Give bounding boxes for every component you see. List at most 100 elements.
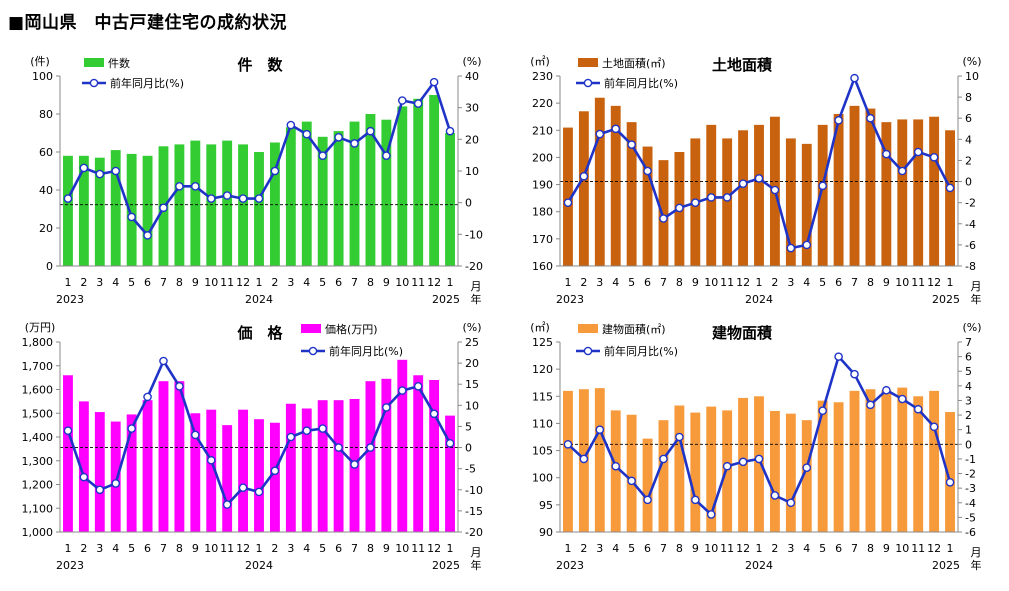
y2-tick-label: -6 — [965, 239, 976, 252]
legend-line-label: 前年同月比(%) — [110, 76, 184, 90]
y2-tick-label: -1 — [965, 453, 976, 466]
bar — [722, 138, 733, 266]
yoy-point — [643, 166, 652, 176]
bar — [365, 114, 376, 266]
chart-listings-count: 0 20 40 60 80 100 -20 -10 0 10 20 30 40 (件) (%) 1 2 3 4 5 6 7… — [4, 50, 504, 325]
yoy-point — [563, 198, 573, 207]
bar — [945, 130, 955, 266]
chart-title: 件 数 — [237, 56, 283, 74]
yoy-point — [866, 113, 875, 123]
x-tick-label: 5 — [319, 542, 326, 555]
yoy-point — [429, 409, 439, 419]
x-tick-label: 7 — [160, 276, 167, 289]
bar — [594, 388, 605, 532]
yoy-point — [866, 400, 875, 410]
yoy-point — [143, 231, 152, 240]
yoy-point — [675, 432, 684, 442]
yoy-point — [127, 424, 136, 433]
x-tick-label: 4 — [612, 542, 619, 555]
y-tick-label: 1,300 — [22, 455, 54, 468]
y-tick-label: 1,100 — [22, 502, 54, 515]
yoy-point — [738, 457, 748, 467]
bar — [849, 390, 860, 532]
y-tick-label: 210 — [532, 124, 553, 137]
yoy-point — [691, 495, 700, 505]
x-tick-label: 5 — [128, 276, 135, 289]
legend-bar-swatch — [578, 58, 598, 67]
x-tick-label: 6 — [644, 276, 651, 289]
yoy-point — [350, 139, 359, 148]
yoy-point — [79, 472, 89, 482]
x-unit-year: 年 — [971, 292, 982, 306]
x-tick-label: 5 — [819, 276, 826, 289]
x-tick-label: 8 — [367, 542, 374, 555]
year-label: 2023 — [56, 293, 84, 306]
yoy-point — [382, 403, 391, 412]
chart-svg: 9095100105110115120125-6-5-4-3-2-1012345… — [530, 321, 982, 572]
x-tick-label: 5 — [628, 542, 635, 555]
bar — [317, 400, 328, 532]
x-unit-year: 年 — [971, 558, 982, 572]
y-tick-label: 115 — [532, 390, 553, 403]
bar — [381, 119, 392, 266]
y2-tick-label: 10 — [465, 399, 479, 412]
yoy-point — [897, 394, 907, 404]
x-tick-label: 3 — [96, 276, 103, 289]
bar — [126, 414, 137, 532]
y-tick-label: 160 — [532, 260, 553, 273]
y2-tick-label: -8 — [965, 260, 976, 273]
x-tick-label: 7 — [851, 276, 858, 289]
y2-tick-label: -10 — [465, 484, 483, 497]
year-label: 2025 — [432, 293, 460, 306]
y-tick-label: 95 — [539, 499, 553, 512]
yoy-point — [222, 191, 232, 200]
x-tick-label: 4 — [112, 542, 119, 555]
bar — [754, 124, 764, 266]
y2-axis-unit: (%) — [962, 55, 981, 68]
y-tick-label: 60 — [39, 146, 53, 159]
x-tick-label: 6 — [835, 542, 842, 555]
bar — [785, 413, 796, 532]
x-tick-label: 5 — [319, 276, 326, 289]
yoy-point — [786, 243, 796, 253]
bar — [126, 153, 137, 266]
x-tick-label: 1 — [564, 276, 571, 289]
y2-tick-label: 5 — [465, 420, 472, 433]
chart-title: 土地面積 — [712, 56, 773, 74]
year-label: 2024 — [245, 293, 273, 306]
yoy-point — [897, 166, 907, 176]
x-tick-label: 10 — [704, 276, 718, 289]
yoy-point — [159, 356, 168, 366]
bar — [301, 121, 312, 266]
x-tick-label: 9 — [883, 542, 890, 555]
y2-tick-label: 0 — [965, 176, 972, 189]
bar — [658, 420, 669, 532]
bar — [754, 396, 764, 532]
yoy-point — [770, 185, 780, 195]
legend-bar-swatch — [84, 58, 104, 67]
y-tick-label: 20 — [39, 222, 53, 235]
chart-land-area: 160 170 180 190 200 210 220 230 -8 -6 -4 -2 0 2 4 6 8 10(… — [504, 50, 1004, 325]
y2-tick-label: -2 — [965, 468, 976, 481]
y2-tick-label: 1 — [965, 424, 972, 437]
bar — [913, 396, 924, 532]
y2-tick-label: -20 — [465, 526, 483, 539]
legend-line-label: 前年同月比(%) — [604, 344, 678, 358]
yoy-point — [850, 369, 859, 379]
yoy-point — [563, 440, 573, 449]
x-tick-label: 12 — [427, 276, 441, 289]
bar — [238, 144, 249, 266]
x-tick-label: 8 — [367, 276, 374, 289]
y2-tick-label: 20 — [465, 133, 479, 146]
yoy-point — [143, 392, 152, 402]
x-tick-label: 11 — [220, 276, 234, 289]
x-tick-label: 11 — [411, 276, 425, 289]
yoy-point — [882, 149, 891, 159]
bar — [801, 143, 812, 266]
x-tick-label: 12 — [736, 276, 750, 289]
legend-line-marker — [89, 78, 99, 88]
yoy-point — [675, 203, 684, 213]
yoy-point — [254, 194, 264, 203]
yoy-point — [413, 99, 423, 108]
